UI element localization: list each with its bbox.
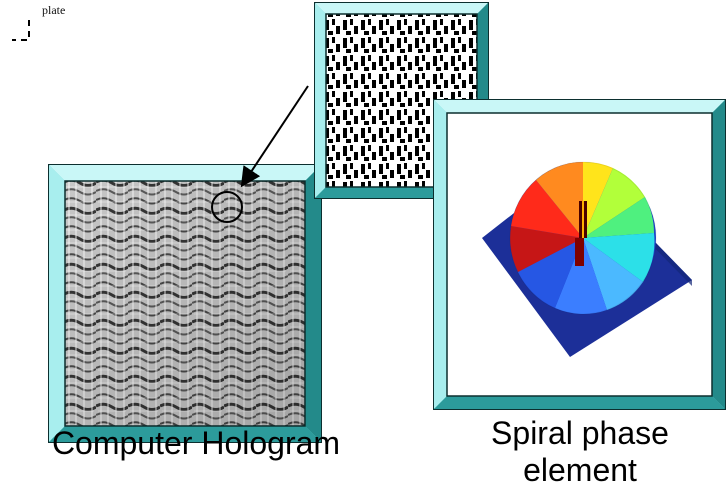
computer-hologram-frame [48, 164, 322, 443]
corner-label: plate [42, 3, 66, 17]
spiral-phase-caption-line2: element [523, 452, 637, 489]
zoom-circle-icon [211, 191, 243, 223]
spiral-phase-plot [482, 161, 692, 357]
spiral-phase-caption: Spiral phase element [450, 415, 710, 489]
zoom-arrow-icon [240, 85, 309, 188]
spiral-phase-frame [433, 99, 726, 410]
dashed-corner-mark [12, 20, 30, 41]
computer-hologram-caption: Computer Hologram [51, 425, 341, 461]
spiral-phase-caption-line1: Spiral phase [491, 415, 669, 451]
